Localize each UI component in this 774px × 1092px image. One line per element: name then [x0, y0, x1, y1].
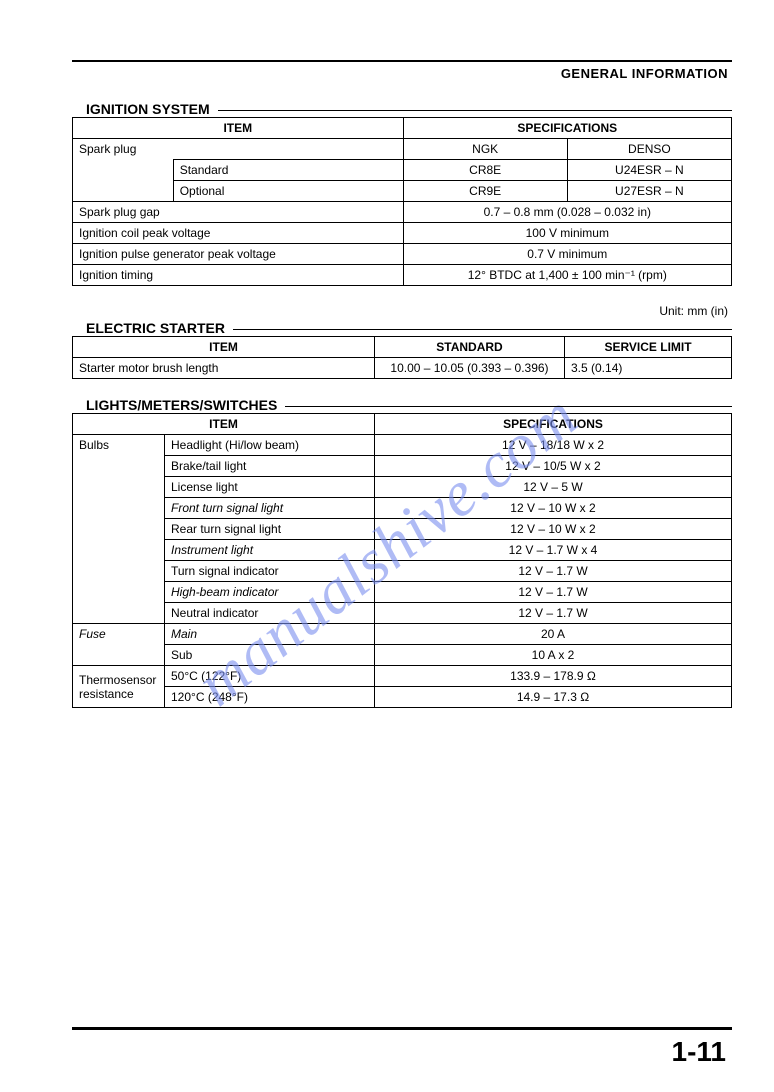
ignition-title: IGNITION SYSTEM — [72, 101, 218, 117]
neutral-label: Neutral indicator — [165, 603, 375, 624]
ignition-table: ITEM SPECIFICATIONS Spark plug NGK DENSO… — [72, 117, 732, 286]
blank-cell — [73, 477, 165, 498]
starter-section: Unit: mm (in) ELECTRIC STARTER ITEM STAN… — [72, 304, 732, 379]
page-number: 1-11 — [672, 1036, 727, 1068]
title-rule — [233, 329, 732, 330]
col-limit: SERVICE LIMIT — [565, 337, 732, 358]
blank-cell — [73, 561, 165, 582]
brush-label: Starter motor brush length — [73, 358, 375, 379]
headlight-val: 12 V – 18/18 W x 2 — [375, 435, 732, 456]
brake-label: Brake/tail light — [165, 456, 375, 477]
pulse-label: Ignition pulse generator peak voltage — [73, 244, 404, 265]
timing-val: 12° BTDC at 1,400 ± 100 min⁻¹ (rpm) — [403, 265, 731, 286]
brake-val: 12 V – 10/5 W x 2 — [375, 456, 732, 477]
starter-table: ITEM STANDARD SERVICE LIMIT Starter moto… — [72, 336, 732, 379]
title-rule — [285, 406, 732, 407]
col-spec: SPECIFICATIONS — [375, 414, 732, 435]
optional-label: Optional — [173, 181, 403, 202]
header-rule — [72, 60, 732, 62]
ignition-section: IGNITION SYSTEM ITEM SPECIFICATIONS Spar… — [72, 101, 732, 286]
blank-cell — [73, 582, 165, 603]
blank-cell — [73, 181, 174, 202]
col-item: ITEM — [73, 337, 375, 358]
blank-cell — [73, 498, 165, 519]
unit-label: Unit: mm (in) — [72, 304, 732, 318]
sub-val: 10 A x 2 — [375, 645, 732, 666]
gap-val: 0.7 – 0.8 mm (0.028 – 0.032 in) — [403, 202, 731, 223]
rear-turn-val: 12 V – 10 W x 2 — [375, 519, 732, 540]
fuse-label: Fuse — [73, 624, 165, 645]
coil-val: 100 V minimum — [403, 223, 731, 244]
mfg-ngk: NGK — [403, 139, 567, 160]
neutral-val: 12 V – 1.7 W — [375, 603, 732, 624]
instrument-val: 12 V – 1.7 W x 4 — [375, 540, 732, 561]
brush-limit: 3.5 (0.14) — [565, 358, 732, 379]
blank-cell — [73, 519, 165, 540]
opt-denso: U27ESR – N — [567, 181, 731, 202]
sub-label: Sub — [165, 645, 375, 666]
pulse-val: 0.7 V minimum — [403, 244, 731, 265]
starter-title: ELECTRIC STARTER — [72, 320, 233, 336]
t50-val: 133.9 – 178.9 Ω — [375, 666, 732, 687]
headlight-label: Headlight (Hi/low beam) — [165, 435, 375, 456]
main-label: Main — [165, 624, 375, 645]
mfg-denso: DENSO — [567, 139, 731, 160]
col-spec: SPECIFICATIONS — [403, 118, 731, 139]
t120-label: 120°C (248°F) — [165, 687, 375, 708]
std-ngk: CR8E — [403, 160, 567, 181]
brush-std: 10.00 – 10.05 (0.393 – 0.396) — [375, 358, 565, 379]
turn-ind-label: Turn signal indicator — [165, 561, 375, 582]
lights-section: LIGHTS/METERS/SWITCHES ITEM SPECIFICATIO… — [72, 397, 732, 708]
col-item: ITEM — [73, 118, 404, 139]
instrument-label: Instrument light — [165, 540, 375, 561]
page-header-title: GENERAL INFORMATION — [72, 66, 732, 81]
blank-cell — [73, 645, 165, 666]
main-val: 20 A — [375, 624, 732, 645]
thermo-label: Thermosensor resistance — [73, 666, 165, 708]
std-denso: U24ESR – N — [567, 160, 731, 181]
col-standard: STANDARD — [375, 337, 565, 358]
blank-cell — [73, 603, 165, 624]
front-turn-label: Front turn signal light — [165, 498, 375, 519]
footer-rule — [72, 1027, 732, 1030]
blank-cell — [73, 540, 165, 561]
high-beam-val: 12 V – 1.7 W — [375, 582, 732, 603]
lights-table: ITEM SPECIFICATIONS Bulbs Headlight (Hi/… — [72, 413, 732, 708]
spark-plug-label: Spark plug — [73, 139, 404, 160]
gap-label: Spark plug gap — [73, 202, 404, 223]
lights-title: LIGHTS/METERS/SWITCHES — [72, 397, 285, 413]
t120-val: 14.9 – 17.3 Ω — [375, 687, 732, 708]
blank-cell — [73, 456, 165, 477]
bulbs-label: Bulbs — [73, 435, 165, 456]
rear-turn-label: Rear turn signal light — [165, 519, 375, 540]
front-turn-val: 12 V – 10 W x 2 — [375, 498, 732, 519]
high-beam-label: High-beam indicator — [165, 582, 375, 603]
license-label: License light — [165, 477, 375, 498]
turn-ind-val: 12 V – 1.7 W — [375, 561, 732, 582]
timing-label: Ignition timing — [73, 265, 404, 286]
blank-cell — [73, 160, 174, 181]
standard-label: Standard — [173, 160, 403, 181]
coil-label: Ignition coil peak voltage — [73, 223, 404, 244]
license-val: 12 V – 5 W — [375, 477, 732, 498]
col-item: ITEM — [73, 414, 375, 435]
page-content: GENERAL INFORMATION IGNITION SYSTEM ITEM… — [0, 0, 774, 708]
opt-ngk: CR9E — [403, 181, 567, 202]
t50-label: 50°C (122°F) — [165, 666, 375, 687]
title-rule — [218, 110, 732, 111]
